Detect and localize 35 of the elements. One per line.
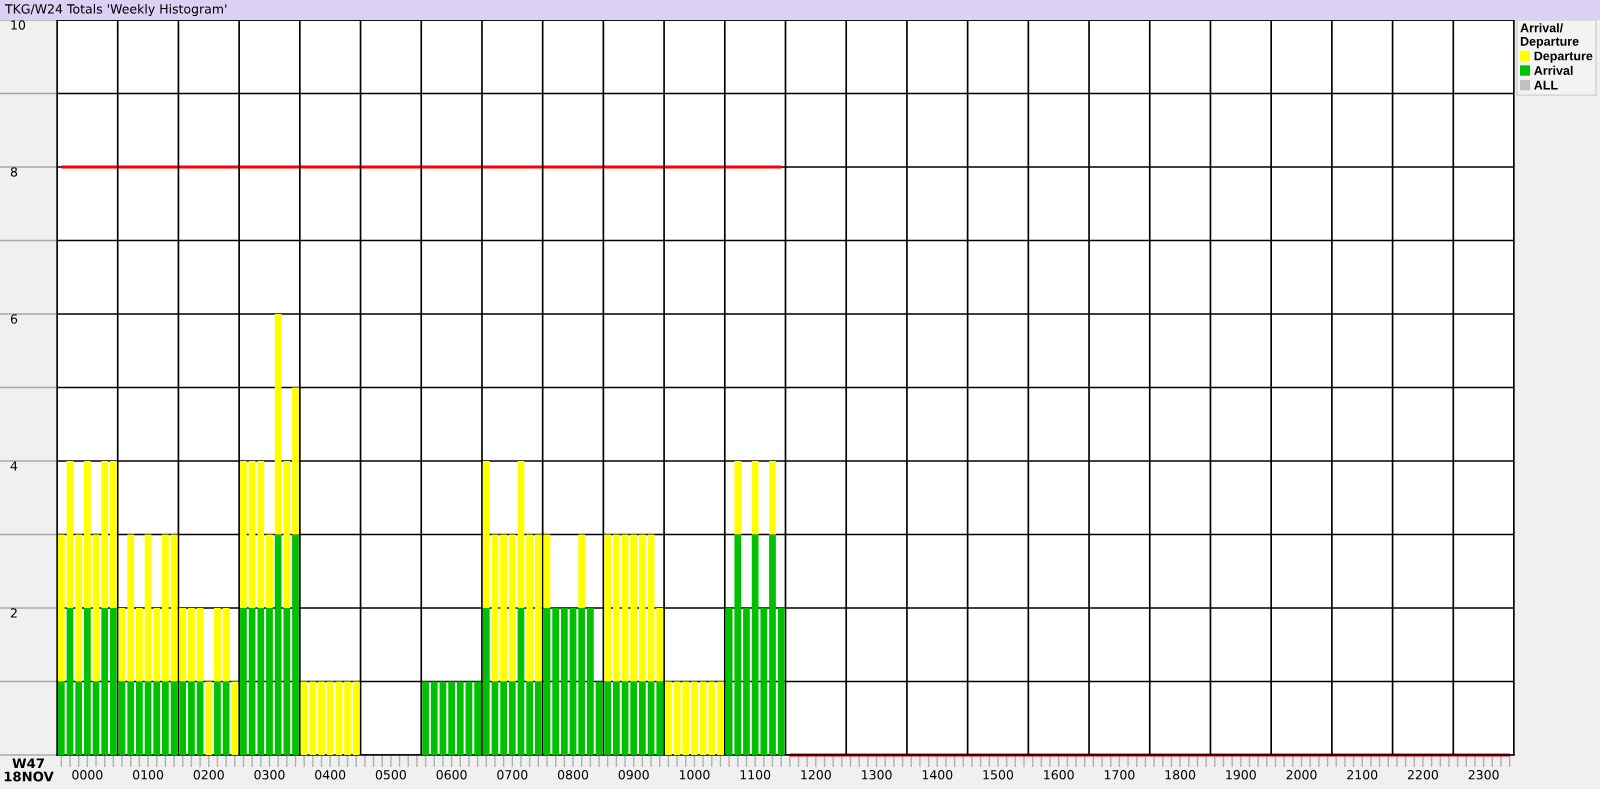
x-tick-label: 0800: [557, 770, 589, 780]
x-tick-label: 1300: [862, 770, 892, 780]
y-tick-label: 2: [10, 608, 17, 618]
x-tick-label: 0000: [72, 770, 103, 780]
x-tick-label: 1500: [983, 770, 1014, 780]
x-tick-label: 2100: [1347, 770, 1378, 780]
x-tick-label: 0100: [132, 770, 164, 780]
x-axis-title: W47 18NOV: [4, 758, 54, 782]
x-tick-label: 1800: [1165, 770, 1196, 780]
y-tick-label: 4: [10, 461, 18, 471]
chart-title: TKG/W24 Totals 'Weekly Histogram': [4, 3, 227, 17]
y-tick-label: 8: [10, 167, 18, 177]
legend-label: ALL: [1534, 80, 1558, 90]
x-tick-label: 2200: [1407, 770, 1439, 780]
x-tick-label: 0200: [193, 770, 224, 780]
x-tick-label: 0300: [254, 770, 285, 780]
x-tick-label: 0500: [375, 770, 406, 780]
legend-label: Departure: [1534, 51, 1593, 63]
x-tick-label: 1000: [679, 770, 710, 780]
y-tick-label: 10: [11, 20, 26, 30]
legend-title: Arrival/ Departure: [1520, 23, 1579, 49]
x-tick-label: 1700: [1104, 770, 1135, 780]
legend-label: Arrival: [1534, 65, 1573, 75]
x-tick-label: 0600: [436, 770, 467, 780]
x-tick-label: 0700: [497, 770, 528, 780]
x-tick-label: 1400: [922, 770, 953, 780]
y-tick-label: 6: [10, 314, 18, 324]
x-tick-label: 1600: [1044, 770, 1074, 780]
x-tick-label: 2300: [1468, 770, 1499, 780]
x-tick-label: 2000: [1286, 770, 1317, 780]
x-tick-label: 0400: [315, 770, 346, 780]
x-tick-label: 1200: [801, 770, 831, 780]
x-tick-label: 1900: [1226, 770, 1256, 780]
x-tick-label: 1100: [740, 770, 771, 780]
x-tick-label: 0900: [618, 770, 649, 780]
